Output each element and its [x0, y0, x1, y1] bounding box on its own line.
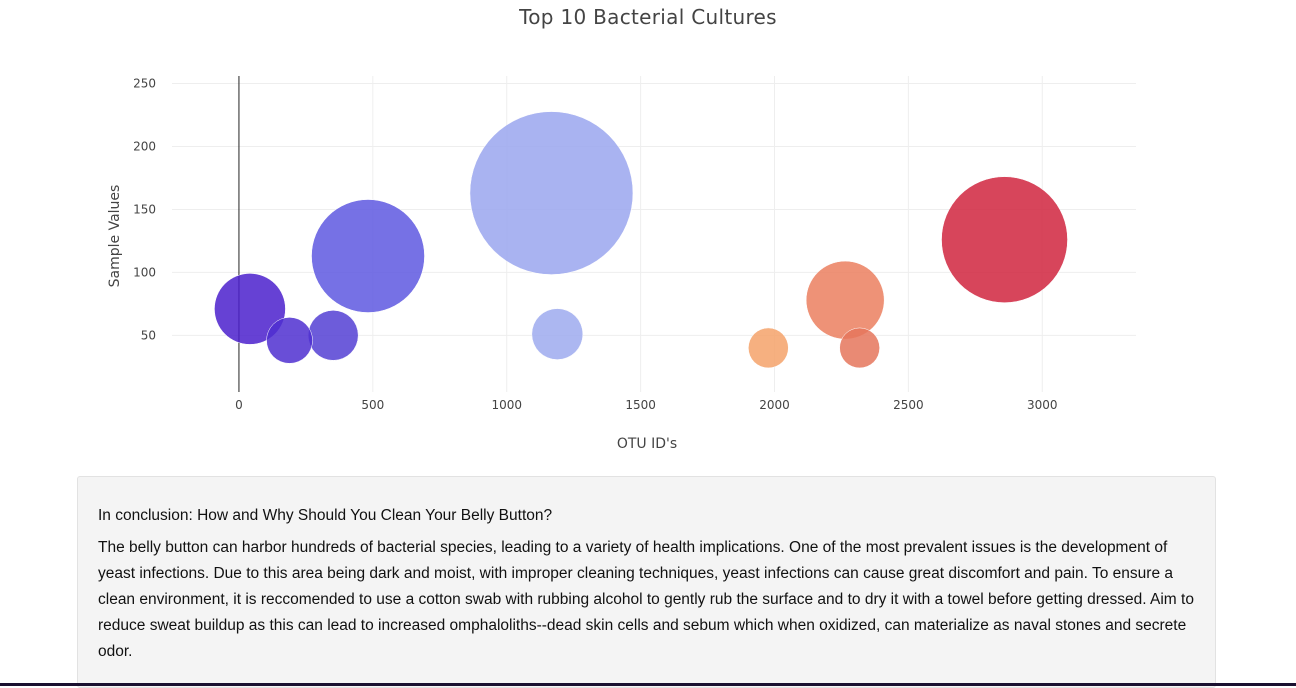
bubble-point[interactable]	[941, 176, 1068, 303]
conclusion-heading: In conclusion: How and Why Should You Cl…	[98, 507, 553, 524]
y-tick-label: 200	[133, 140, 156, 154]
x-tick-label: 0	[235, 398, 243, 412]
y-tick-label: 50	[141, 328, 156, 342]
bubble-point[interactable]	[531, 308, 584, 360]
x-tick-label: 500	[361, 398, 384, 412]
x-tick-label: 3000	[1027, 398, 1058, 412]
y-axis-title: Sample Values	[107, 185, 123, 288]
bubble-point[interactable]	[311, 199, 425, 313]
conclusion-body: The belly button can harbor hundreds of …	[98, 539, 1194, 660]
y-axis-ticks: 50 100 150 200 250	[133, 77, 156, 343]
bubble-point[interactable]	[214, 273, 286, 345]
bubble-point[interactable]	[266, 317, 313, 364]
x-axis-title: OTU ID's	[617, 436, 677, 452]
y-tick-label: 100	[133, 265, 156, 279]
y-tick-label: 150	[133, 202, 156, 216]
x-tick-label: 1500	[625, 398, 656, 412]
bottom-edge-bar	[0, 683, 1296, 686]
x-tick-label: 1000	[491, 398, 522, 412]
bubbles	[214, 111, 1068, 369]
chart-canvas[interactable]: 0 500 1000 1500 2000 2500 3000 50100150200250 …	[0, 0, 1296, 470]
bubble-point[interactable]	[805, 260, 885, 340]
bubble-point[interactable]	[469, 111, 634, 275]
bubble-chart[interactable]: Top 10 Bacterial Cultures 0 500 1000 1500 20…	[0, 0, 1296, 470]
x-tick-label: 2000	[759, 398, 790, 412]
bubble-point[interactable]	[839, 327, 880, 369]
conclusion-panel: In conclusion: How and Why Should You Cl…	[77, 476, 1216, 688]
y-tick-label: 250	[133, 77, 156, 91]
chart-title: Top 10 Bacterial Cultures	[519, 5, 777, 29]
bubble-point[interactable]	[748, 327, 789, 369]
x-axis-ticks: 0 500 1000 1500 2000 2500 3000	[235, 398, 1057, 412]
bubble-point[interactable]	[307, 310, 359, 361]
x-tick-label: 2500	[893, 398, 924, 412]
